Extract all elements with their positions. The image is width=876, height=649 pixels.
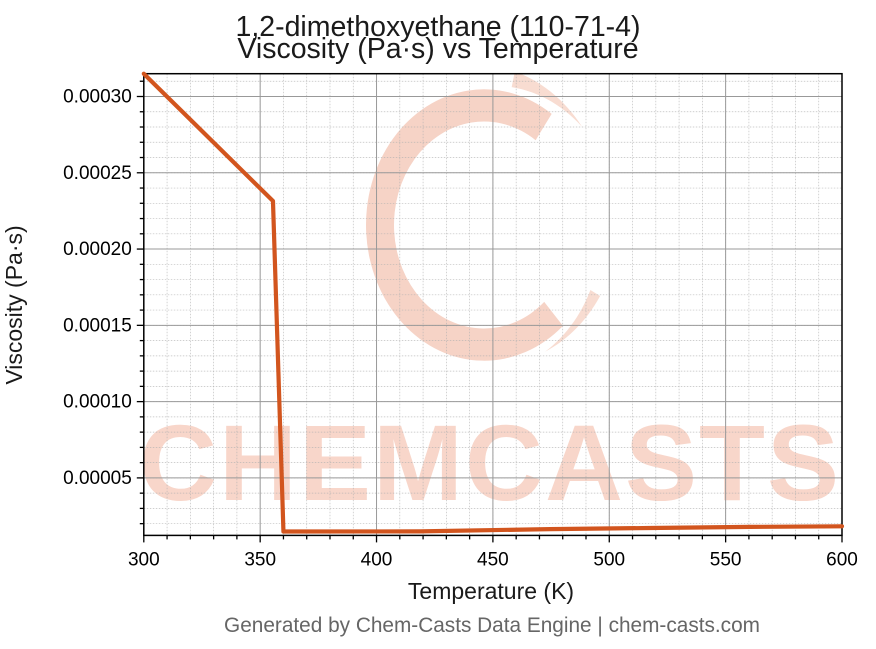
svg-text:600: 600 [826,549,858,570]
svg-text:Viscosity (Pa·s) vs Temperatur: Viscosity (Pa·s) vs Temperature [237,33,638,65]
svg-text:0.00005: 0.00005 [63,468,132,489]
svg-text:0.00030: 0.00030 [63,87,132,108]
svg-text:0.00020: 0.00020 [63,239,132,260]
svg-text:0.00015: 0.00015 [63,315,132,336]
svg-text:350: 350 [244,549,276,570]
svg-text:Temperature (K): Temperature (K) [408,578,574,604]
svg-text:550: 550 [710,549,742,570]
svg-text:Viscosity (Pa·s): Viscosity (Pa·s) [1,225,27,384]
svg-text:450: 450 [477,549,509,570]
svg-text:400: 400 [361,549,393,570]
svg-text:0.00010: 0.00010 [63,392,132,413]
svg-text:300: 300 [128,549,160,570]
svg-text:0.00025: 0.00025 [63,163,132,184]
svg-text:500: 500 [593,549,625,570]
svg-text:Generated by Chem-Casts Data E: Generated by Chem-Casts Data Engine | ch… [224,614,760,637]
